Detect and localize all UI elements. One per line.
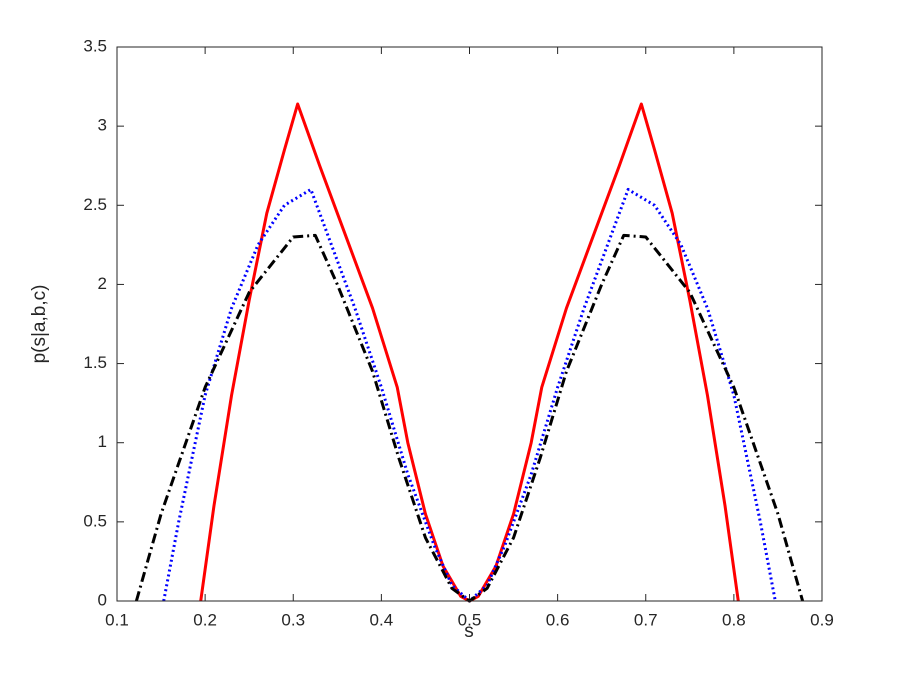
x-tick-label: 0.3 xyxy=(281,610,305,629)
x-tick-label: 0.8 xyxy=(722,610,746,629)
x-tick-label: 0.4 xyxy=(370,610,394,629)
y-tick-label: 0 xyxy=(98,590,107,609)
y-tick-label: 2 xyxy=(98,274,107,293)
y-tick-label: 3.5 xyxy=(83,36,107,55)
plot-area xyxy=(117,47,822,601)
x-tick-label: 0.1 xyxy=(105,610,129,629)
x-tick-label: 0.2 xyxy=(193,610,217,629)
x-axis-label: s xyxy=(464,621,474,642)
y-axis-label: p(s|a,b,c) xyxy=(29,285,50,364)
x-tick-label: 0.6 xyxy=(546,610,570,629)
y-tick-label: 1.5 xyxy=(83,353,107,372)
y-tick-label: 0.5 xyxy=(83,511,107,530)
x-tick-label: 0.7 xyxy=(634,610,658,629)
y-tick-label: 2.5 xyxy=(83,195,107,214)
x-tick-label: 0.9 xyxy=(810,610,834,629)
axes-box xyxy=(116,46,823,602)
y-tick-label: 3 xyxy=(98,116,107,135)
y-tick-label: 1 xyxy=(98,432,107,451)
x-tick-label: 0.5 xyxy=(458,610,482,629)
